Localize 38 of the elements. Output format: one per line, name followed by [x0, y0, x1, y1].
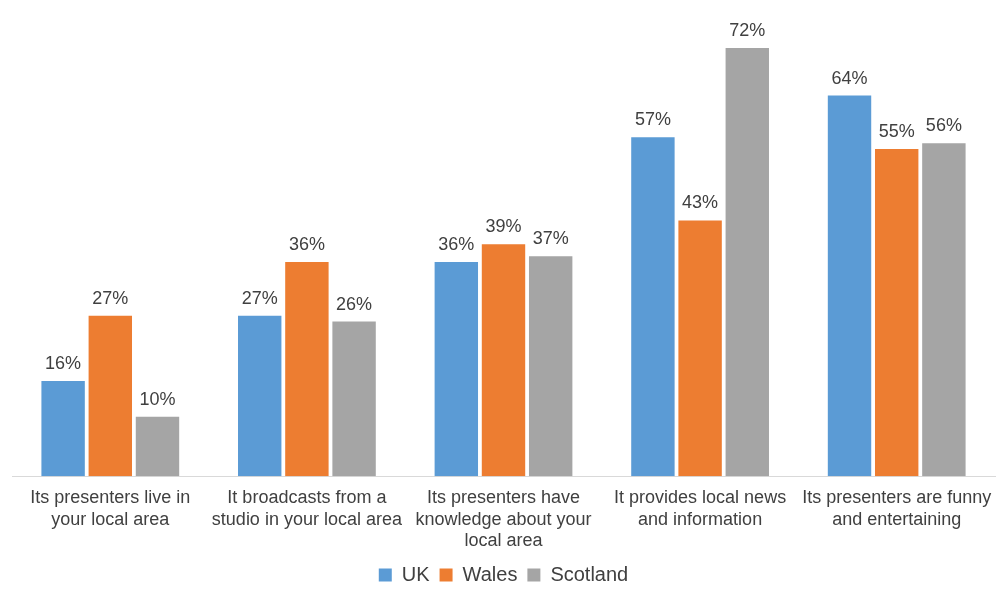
x-tick-label: Its presenters live in your local area	[30, 486, 191, 529]
data-label: 37%	[532, 228, 569, 249]
bar	[678, 220, 722, 477]
bar	[332, 321, 376, 477]
data-label: 64%	[831, 67, 868, 88]
x-tick-label: It provides local news and information	[614, 486, 787, 529]
bar	[528, 256, 573, 477]
data-label: 27%	[241, 287, 278, 308]
bar	[875, 149, 919, 477]
bar	[827, 95, 872, 477]
data-label: 72%	[729, 19, 766, 40]
bar	[481, 244, 526, 477]
data-label: 36%	[288, 234, 325, 255]
legend-label: Scotland	[550, 562, 629, 585]
legend-label: UK	[401, 562, 431, 585]
bar	[285, 262, 329, 477]
x-tick-label: It broadcasts from a studio in your local area	[211, 486, 403, 529]
bar	[725, 48, 769, 477]
data-label: 36%	[438, 234, 475, 255]
bar	[41, 381, 85, 477]
data-label: 55%	[878, 121, 915, 142]
x-tick-label: Its presenters are funny and entertaining	[802, 486, 992, 529]
bar	[238, 315, 282, 477]
data-label: 16%	[45, 353, 82, 374]
bar	[922, 143, 966, 477]
data-label: 26%	[336, 293, 373, 314]
bar	[631, 137, 675, 477]
data-label: 10%	[139, 388, 176, 409]
bar	[135, 416, 180, 477]
data-label: 57%	[634, 109, 671, 130]
data-label: 39%	[485, 216, 522, 237]
data-label: 56%	[925, 115, 962, 136]
bar	[434, 262, 479, 477]
legend-label: Wales	[462, 562, 518, 585]
x-tick-label: Its presenters have knowledge about your local area	[415, 486, 592, 551]
data-label: 43%	[682, 192, 719, 213]
data-label: 27%	[92, 287, 129, 308]
bar	[88, 315, 133, 477]
